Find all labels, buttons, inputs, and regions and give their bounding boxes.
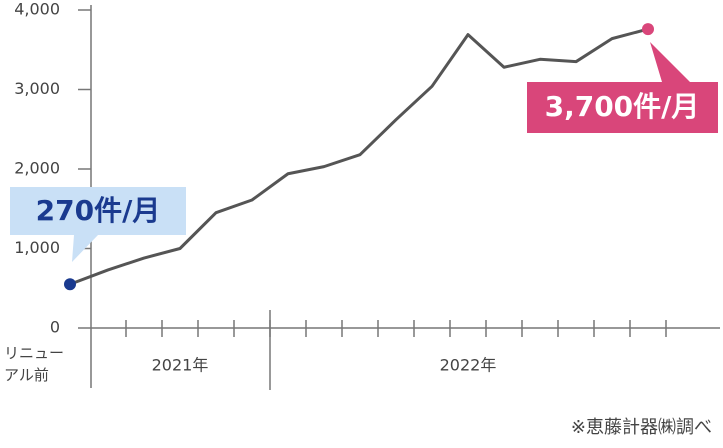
callout-text: 270件/月 xyxy=(36,194,161,227)
y-tick-label: 4,000 xyxy=(14,0,60,19)
y-tick-label: 3,000 xyxy=(14,79,60,98)
year-label: 2022年 xyxy=(440,356,497,375)
point xyxy=(642,23,654,36)
point xyxy=(64,278,76,291)
callout-box xyxy=(10,187,186,262)
callout-box xyxy=(527,42,718,133)
x-tick-label: リニューアル前 xyxy=(4,344,65,384)
source: ※恵藤計器㈱調べ xyxy=(571,417,712,438)
year-label: 2021年 xyxy=(152,356,209,375)
callout-text: 3,700件/月 xyxy=(545,90,700,123)
y-tick-label: 2,000 xyxy=(14,159,60,178)
y-tick-label: 0 xyxy=(50,318,60,337)
y-tick-label: 1,000 xyxy=(14,238,60,257)
line xyxy=(69,27,649,286)
